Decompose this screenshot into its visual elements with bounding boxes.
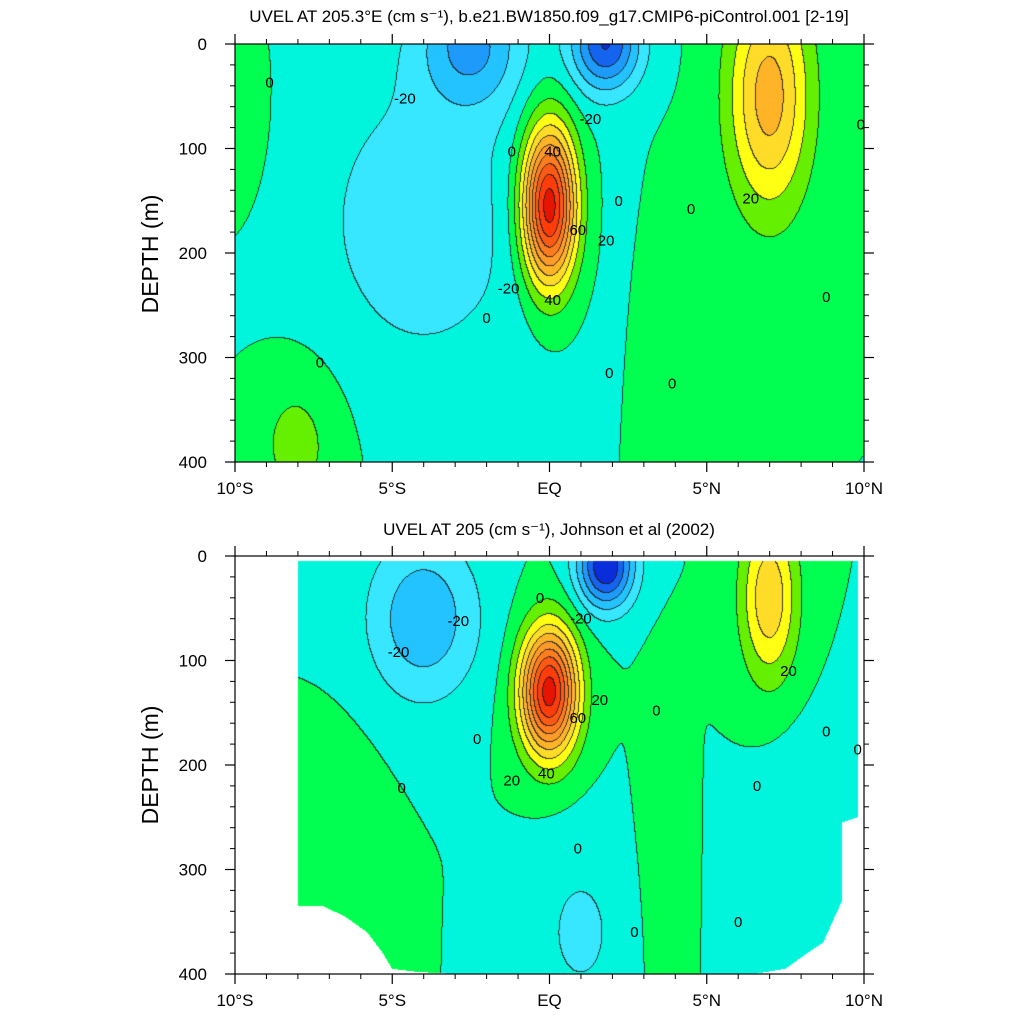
contour-label: 20 (780, 663, 797, 680)
contour-label: 60 (569, 222, 586, 239)
contour-label: 0 (265, 75, 273, 92)
y-tick-label: 300 (179, 861, 207, 880)
y-axis-label: DEPTH (m) (137, 706, 163, 825)
contour-label: 0 (508, 144, 516, 161)
contour-label: 20 (503, 773, 520, 790)
contour-label: 60 (569, 710, 586, 727)
contour-label: 20 (591, 692, 608, 709)
x-tick-label: 10°N (845, 479, 883, 498)
x-tick-label: 5°S (378, 991, 406, 1010)
panel-top: UVEL AT 205.3°E (cm s⁻¹), b.e21.BW1850.f… (137, 7, 883, 498)
contour-label: 20 (598, 232, 615, 249)
x-tick-label: 5°N (692, 479, 721, 498)
contour-label: 0 (652, 703, 660, 720)
x-tick-label: 10°N (845, 991, 883, 1010)
y-tick-label: 200 (179, 756, 207, 775)
contour-field (235, 44, 864, 462)
contour-label: 0 (574, 841, 582, 858)
contour-label: 40 (538, 765, 555, 782)
contour-label: -20 (394, 90, 416, 107)
x-tick-label: EQ (537, 479, 562, 498)
x-tick-label: 5°S (378, 479, 406, 498)
chart-title: UVEL AT 205.3°E (cm s⁻¹), b.e21.BW1850.f… (249, 7, 848, 26)
contour-label: 0 (753, 778, 761, 795)
y-tick-label: 100 (179, 140, 207, 159)
contour-label: 0 (854, 741, 862, 758)
y-tick-label: 0 (198, 547, 207, 566)
y-axis-label: DEPTH (m) (137, 195, 163, 314)
contour-label: -20 (388, 644, 410, 661)
contour-field (235, 556, 864, 974)
contour-label: -20 (447, 613, 469, 630)
contour-label: 0 (536, 590, 544, 607)
contour-label: 0 (615, 193, 623, 210)
y-tick-label: 400 (179, 453, 207, 472)
y-tick-label: 100 (179, 652, 207, 671)
y-tick-label: 400 (179, 965, 207, 984)
contour-label: 40 (544, 144, 561, 161)
contour-label: 0 (482, 310, 490, 327)
contour-label: 40 (544, 292, 561, 309)
contour-label: 0 (605, 365, 613, 382)
contour-label: 0 (398, 780, 406, 797)
y-tick-label: 0 (198, 35, 207, 54)
contour-label: -20 (580, 111, 602, 128)
chart-title: UVEL AT 205 (cm s⁻¹), Johnson et al (200… (383, 520, 715, 539)
x-tick-label: 10°S (216, 991, 253, 1010)
y-tick-label: 200 (179, 244, 207, 263)
contour-label: 0 (630, 924, 638, 941)
contour-label: 0 (316, 355, 324, 372)
x-tick-label: 5°N (692, 991, 721, 1010)
panel-bottom: UVEL AT 205 (cm s⁻¹), Johnson et al (200… (137, 520, 883, 1010)
contour-label: 0 (473, 731, 481, 748)
x-tick-label: 10°S (216, 479, 253, 498)
contour-label: 0 (734, 914, 742, 931)
x-tick-label: EQ (537, 991, 562, 1010)
contour-label: -20 (498, 281, 520, 298)
contour-label: 0 (857, 116, 865, 133)
contour-label: 0 (687, 201, 695, 218)
contour-label: 0 (822, 289, 830, 306)
contour-label: -20 (570, 611, 592, 628)
contour-label: 0 (668, 376, 676, 393)
contour-label: 20 (742, 191, 759, 208)
y-tick-label: 300 (179, 349, 207, 368)
contour-label: 0 (822, 724, 830, 741)
